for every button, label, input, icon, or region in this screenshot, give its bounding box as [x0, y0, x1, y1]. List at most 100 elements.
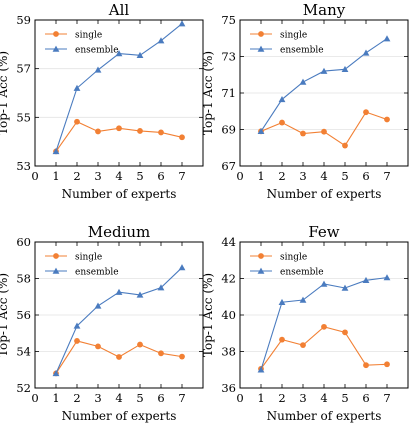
legend-label: single [280, 253, 307, 263]
data-point [257, 366, 265, 373]
y-tick-label: 38 [221, 345, 236, 359]
data-point [341, 65, 349, 72]
legend-marker [257, 45, 265, 52]
data-point [73, 84, 81, 91]
y-tick-label: 36 [221, 381, 236, 395]
data-point [115, 50, 123, 57]
x-tick-label: 2 [73, 391, 80, 405]
data-point [384, 116, 390, 123]
data-point [74, 338, 80, 344]
legend: single ensemble [45, 31, 119, 56]
data-point [116, 125, 122, 132]
x-tick-label: 6 [157, 391, 164, 405]
data-point [179, 134, 185, 141]
x-tick-label: 0 [236, 169, 243, 183]
chart-panel-medium: Medium Top-1 Acc (%) Number of experts 5… [0, 223, 204, 423]
y-tick-label: 59 [16, 13, 31, 27]
data-point [94, 66, 102, 73]
x-axis-label: Number of experts [62, 409, 177, 423]
series-single [53, 338, 185, 377]
x-tick-label: 6 [362, 169, 369, 183]
plot-area: 36 38 40 42 44 0 1 2 3 4 5 6 7 single ensemble [221, 235, 409, 405]
y-tick-label: 56 [16, 308, 31, 322]
legend-label: single [280, 31, 307, 41]
data-point [95, 128, 101, 135]
x-tick-label: 3 [299, 169, 306, 183]
data-point [300, 130, 306, 137]
x-axis-label: Number of experts [267, 409, 382, 423]
data-point [299, 296, 307, 303]
data-point [278, 298, 286, 305]
data-point [52, 370, 60, 377]
legend-marker [53, 253, 59, 259]
y-tick-label: 54 [16, 345, 31, 359]
y-tick-label: 60 [16, 235, 31, 249]
plot-frame [34, 19, 204, 167]
y-tick-label: 53 [16, 159, 31, 173]
series-ensemble [257, 274, 391, 373]
data-point [279, 336, 285, 343]
data-point [299, 78, 307, 85]
x-tick-label: 1 [257, 391, 264, 405]
legend-marker [53, 31, 59, 37]
data-point [383, 274, 391, 281]
data-point [342, 142, 348, 149]
data-point [73, 322, 81, 329]
x-tick-label: 4 [320, 169, 327, 183]
data-point [94, 302, 102, 309]
data-point [158, 129, 164, 136]
x-tick-label: 7 [178, 169, 185, 183]
data-point [362, 49, 370, 56]
data-point [136, 291, 144, 298]
data-point [157, 284, 165, 291]
x-tick-label: 1 [52, 169, 59, 183]
chart-panel-all: All Top-1 Acc (%) Number of experts 5355… [0, 1, 204, 201]
data-point [115, 288, 123, 295]
data-point [342, 329, 348, 336]
x-tick-label: 3 [299, 391, 306, 405]
y-tick-label: 52 [16, 381, 31, 395]
chart-panel-many: Many Top-1 Acc (%) Number of experts 67 6… [201, 1, 409, 201]
y-axis-label: Top-1 Acc (%) [0, 273, 10, 357]
legend: single ensemble [250, 253, 324, 278]
data-point [137, 341, 143, 348]
data-point [384, 361, 390, 368]
x-tick-label: 4 [115, 169, 122, 183]
series-line [260, 326, 388, 370]
x-tick-label: 6 [362, 391, 369, 405]
legend-marker [257, 267, 265, 274]
x-tick-label: 6 [157, 169, 164, 183]
x-tick-label: 2 [278, 391, 285, 405]
data-point [157, 37, 165, 44]
x-tick-label: 0 [31, 169, 38, 183]
legend-label: ensemble [75, 46, 119, 56]
y-tick-label: 67 [221, 159, 236, 173]
x-tick-label: 7 [178, 391, 185, 405]
data-point [95, 343, 101, 350]
x-tick-label: 5 [136, 169, 143, 183]
data-point [363, 362, 369, 369]
panel-title: Many [303, 1, 346, 19]
y-tick-label: 71 [221, 86, 236, 100]
data-point [321, 323, 327, 330]
data-point [178, 264, 186, 271]
data-point [179, 353, 185, 360]
x-tick-label: 2 [278, 169, 285, 183]
legend-marker [52, 45, 60, 52]
data-point [278, 95, 286, 103]
x-tick-label: 1 [52, 391, 59, 405]
x-tick-label: 5 [341, 169, 348, 183]
x-tick-label: 7 [383, 169, 390, 183]
series-ensemble [52, 264, 186, 377]
data-point [341, 284, 349, 291]
series-single [258, 323, 390, 372]
data-point [74, 118, 80, 125]
data-point [137, 128, 143, 134]
panel-title: Few [308, 223, 339, 241]
y-tick-label: 57 [16, 62, 31, 76]
data-point [257, 127, 265, 135]
data-point [116, 354, 122, 360]
legend-marker [52, 267, 60, 274]
